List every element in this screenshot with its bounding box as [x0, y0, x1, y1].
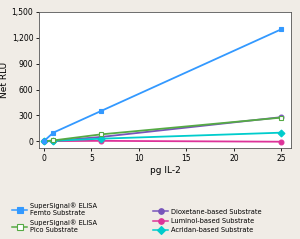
X-axis label: pg IL-2: pg IL-2	[150, 166, 180, 174]
Y-axis label: Net RLU: Net RLU	[0, 62, 9, 98]
Legend: SuperSignal® ELISA
Femto Substrate, SuperSignal® ELISA
Pico Substrate: SuperSignal® ELISA Femto Substrate, Supe…	[12, 203, 97, 233]
Legend: Dioxetane-based Substrate, Luminol-based Substrate, Acridan-based Substrate: Dioxetane-based Substrate, Luminol-based…	[153, 209, 261, 233]
